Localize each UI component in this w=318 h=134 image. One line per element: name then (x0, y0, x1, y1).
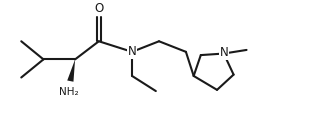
Text: O: O (94, 2, 103, 15)
Polygon shape (67, 59, 75, 82)
Text: N: N (220, 46, 229, 59)
Text: N: N (128, 45, 136, 58)
Text: NH₂: NH₂ (59, 87, 79, 96)
